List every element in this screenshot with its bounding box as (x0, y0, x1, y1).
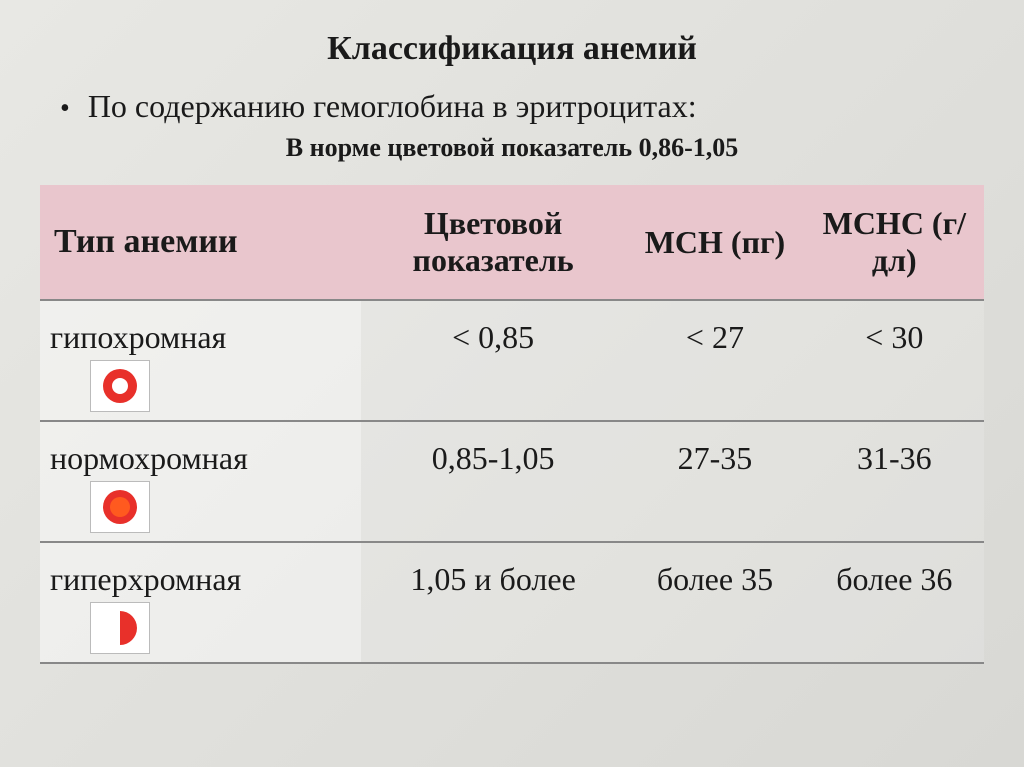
bullet-icon: • (60, 93, 70, 125)
cell-type: нормохромная (40, 421, 361, 542)
half-cell-icon (90, 602, 150, 654)
table-row: гипохромная < 0,85< 27< 30 (40, 300, 984, 421)
cell-mchc: 31-36 (805, 421, 984, 542)
col-type: Тип анемии (40, 185, 361, 300)
table-row: нормохромная 0,85-1,0527-3531-36 (40, 421, 984, 542)
subtitle: В норме цветовой показатель 0,86-1,05 (40, 133, 984, 163)
cell-cp: 0,85-1,05 (361, 421, 625, 542)
cell-mch: < 27 (625, 300, 804, 421)
col-cp: Цветовой показатель (361, 185, 625, 300)
cell-cp: 1,05 и более (361, 542, 625, 663)
table-header-row: Тип анемии Цветовой показатель МСН (пг) … (40, 185, 984, 300)
col-mch: МСН (пг) (625, 185, 804, 300)
anemia-table: Тип анемии Цветовой показатель МСН (пг) … (40, 185, 984, 664)
cell-mch: более 35 (625, 542, 804, 663)
table-row: гиперхромная 1,05 и болееболее 35более 3… (40, 542, 984, 663)
cell-cp: < 0,85 (361, 300, 625, 421)
cell-type: гиперхромная (40, 542, 361, 663)
page-title: Классификация анемий (40, 30, 984, 68)
cell-type: гипохромная (40, 300, 361, 421)
type-label: гипохромная (50, 319, 226, 356)
ring-cell-icon (90, 360, 150, 412)
cell-mchc: < 30 (805, 300, 984, 421)
col-mchc: МСНС (г/дл) (805, 185, 984, 300)
cell-mchc: более 36 (805, 542, 984, 663)
bullet-row: • По содержанию гемоглобина в эритроцита… (40, 88, 984, 125)
bullet-text: По содержанию гемоглобина в эритроцитах: (88, 88, 697, 125)
disc-cell-icon (90, 481, 150, 533)
type-label: нормохромная (50, 440, 248, 477)
type-label: гиперхромная (50, 561, 241, 598)
cell-mch: 27-35 (625, 421, 804, 542)
